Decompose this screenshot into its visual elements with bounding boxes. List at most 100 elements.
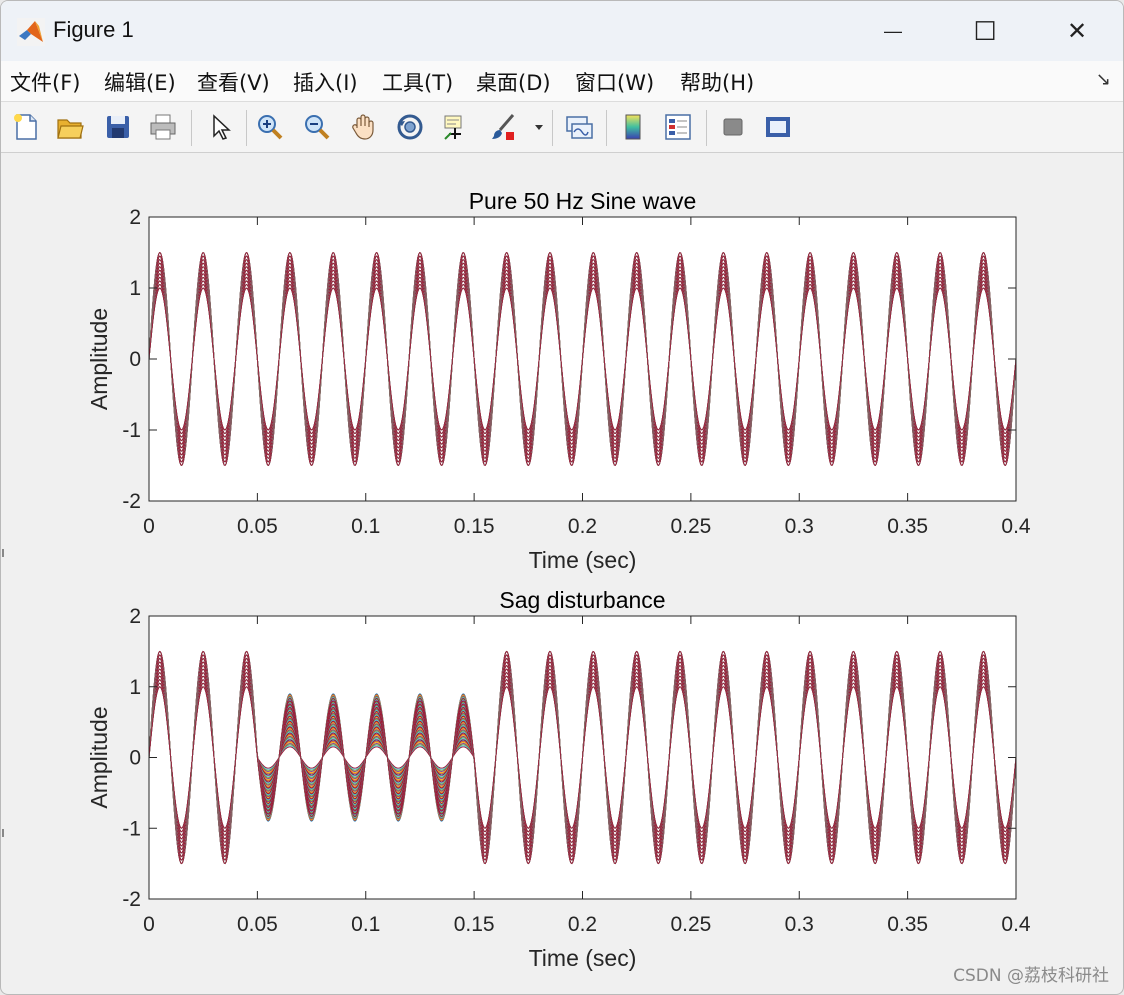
save-button[interactable]	[101, 110, 135, 144]
x-tick-label: 0.25	[670, 515, 711, 538]
y-tick-label: -1	[122, 817, 141, 840]
window-title: Figure 1	[53, 17, 134, 42]
menu-view[interactable]: 查看(V)	[197, 71, 270, 95]
hide-plot-tools-button[interactable]	[716, 110, 750, 144]
y-tick-label: 0	[129, 348, 141, 371]
maximize-icon: ☐	[973, 15, 997, 46]
show-plot-tools-icon	[766, 117, 790, 137]
maximize-button[interactable]: ☐	[939, 1, 1031, 61]
open-button[interactable]	[53, 110, 87, 144]
insert-colorbar-button[interactable]	[616, 110, 650, 144]
zoom-out-button[interactable]	[300, 110, 334, 144]
y-tick-label: 1	[129, 277, 141, 300]
x-tick-label: 0.4	[1001, 515, 1031, 538]
x-axis-label: Time (sec)	[529, 547, 637, 573]
print-button[interactable]	[146, 110, 180, 144]
menu-edit[interactable]: 编辑(E)	[104, 71, 176, 95]
series-line	[149, 686, 1016, 829]
figure-toolbar	[1, 102, 1123, 153]
brush-icon	[492, 114, 515, 140]
menu-file[interactable]: 文件(F)	[10, 71, 81, 95]
show-plot-tools-button[interactable]	[761, 110, 795, 144]
y-tick-label: -1	[122, 419, 141, 442]
y-axis-label: Amplitude	[86, 706, 112, 808]
rotate-3d-icon	[397, 114, 423, 140]
menu-desktop[interactable]: 桌面(D)	[476, 71, 551, 95]
pan-button[interactable]	[347, 110, 381, 144]
x-tick-label: 0.1	[351, 913, 380, 936]
insert-legend-button[interactable]	[661, 110, 695, 144]
series-line	[149, 287, 1016, 431]
toolbar-separator	[246, 110, 247, 146]
menu-window[interactable]: 窗口(W)	[575, 71, 655, 95]
x-tick-label: 0	[143, 515, 155, 538]
menu-tools[interactable]: 工具(T)	[382, 71, 454, 95]
x-tick-label: 0.35	[887, 913, 928, 936]
x-tick-label: 0.4	[1001, 913, 1031, 936]
y-tick-label: -2	[122, 490, 141, 513]
toolbar-separator	[706, 110, 707, 146]
menu-insert[interactable]: 插入(I)	[293, 71, 358, 95]
y-tick-label: 2	[129, 605, 141, 628]
edit-plot-button[interactable]	[203, 110, 237, 144]
x-tick-label: 0.05	[237, 913, 278, 936]
hide-plot-tools-icon	[723, 118, 743, 136]
pan-hand-icon	[352, 114, 374, 140]
x-tick-label: 0.05	[237, 515, 278, 538]
toolbar-separator	[552, 110, 553, 146]
save-icon	[107, 116, 129, 138]
chevron-down-icon	[535, 125, 543, 130]
title-bar: Figure 1 — ☐ ✕	[1, 1, 1123, 61]
x-tick-label: 0	[143, 913, 155, 936]
x-tick-label: 0.1	[351, 515, 380, 538]
link-plot-icon	[566, 116, 593, 139]
open-folder-icon	[57, 119, 84, 139]
minimize-button[interactable]: —	[847, 1, 939, 61]
zoom-out-icon	[305, 115, 330, 140]
zoom-in-button[interactable]	[253, 110, 287, 144]
x-tick-label: 0.15	[454, 515, 495, 538]
y-tick-label: 1	[129, 676, 141, 699]
y-tick-label: 2	[129, 206, 141, 229]
figure-canvas: 0 0.05 0.1 0.15 0.2 0.25 0.3 0.35 0.4 -2 -1 0 1 2 Pure…	[86, 188, 1031, 971]
close-icon: ✕	[1066, 17, 1088, 45]
x-axis-label: Time (sec)	[529, 945, 637, 971]
x-tick-label: 0.3	[785, 913, 814, 936]
y-tick-label: -2	[122, 888, 141, 911]
legend-icon	[665, 114, 691, 140]
x-tick-label: 0.15	[454, 913, 495, 936]
new-file-button[interactable]	[9, 110, 43, 144]
link-plot-button[interactable]	[562, 110, 596, 144]
new-file-icon	[14, 114, 37, 140]
minimize-icon: —	[884, 20, 902, 41]
rotate-3d-button[interactable]	[393, 110, 427, 144]
x-tick-label: 0.2	[568, 913, 597, 936]
watermark: CSDN @荔枝科研社	[953, 966, 1109, 986]
pointer-icon	[213, 114, 231, 140]
toolbar-separator	[191, 110, 192, 146]
canvas-edge-mark	[2, 549, 4, 557]
x-tick-label: 0.2	[568, 515, 597, 538]
y-tick-label: 0	[129, 747, 141, 770]
print-icon	[150, 114, 176, 140]
brush-button[interactable]	[486, 110, 520, 144]
dock-arrow-icon[interactable]: ↘	[1095, 69, 1111, 89]
brush-dropdown-button[interactable]	[531, 110, 547, 144]
chart-title: Pure 50 Hz Sine wave	[469, 188, 697, 214]
zoom-in-icon	[258, 115, 283, 140]
close-button[interactable]: ✕	[1031, 1, 1123, 61]
chart-title: Sag disturbance	[499, 587, 665, 613]
x-tick-label: 0.3	[785, 515, 814, 538]
data-cursor-button[interactable]	[439, 110, 473, 144]
canvas-edge-mark	[2, 829, 4, 837]
matlab-logo-icon	[17, 18, 45, 46]
menu-bar: 文件(F) 编辑(E) 查看(V) 插入(I) 工具(T) 桌面(D) 窗口(W…	[1, 61, 1123, 102]
menu-help[interactable]: 帮助(H)	[680, 71, 755, 95]
x-tick-label: 0.35	[887, 515, 928, 538]
colorbar-icon	[625, 114, 641, 140]
y-axis-label: Amplitude	[86, 308, 112, 410]
data-cursor-icon	[444, 115, 462, 140]
toolbar-separator	[606, 110, 607, 146]
x-tick-label: 0.25	[670, 913, 711, 936]
